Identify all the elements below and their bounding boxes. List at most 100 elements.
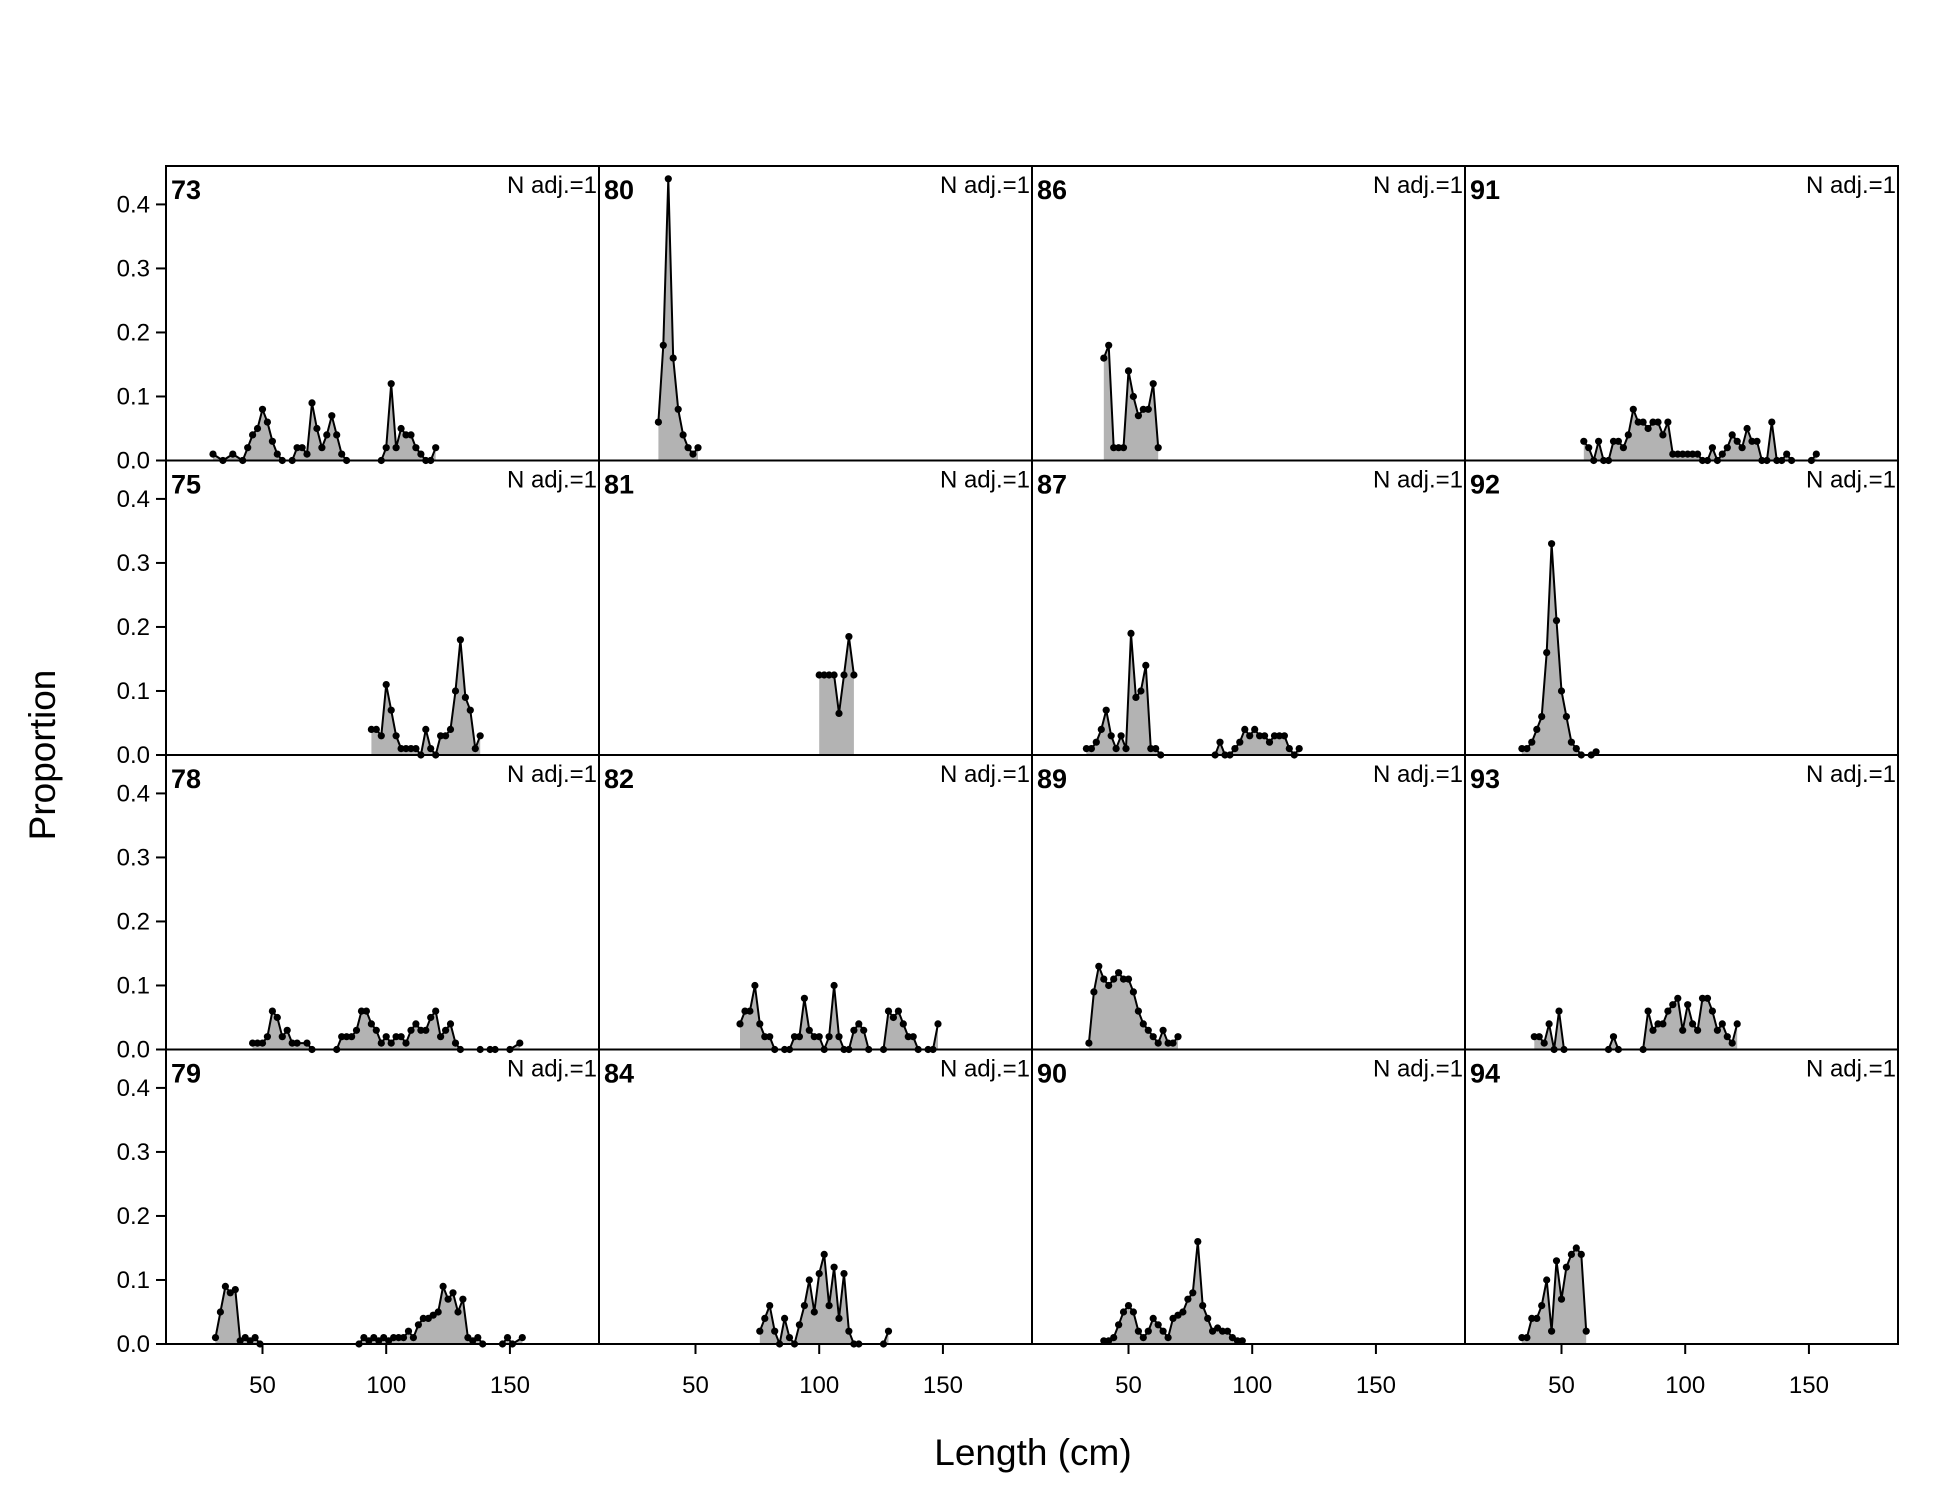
- y-tick-label-row1-2: 0.2: [117, 614, 150, 641]
- data-point-90-20: [1199, 1302, 1207, 1310]
- data-point-75-3: [382, 681, 390, 689]
- data-point-75-12: [427, 745, 435, 753]
- y-axis-title: Proportion: [22, 670, 63, 841]
- data-point-82-28: [889, 1013, 898, 1022]
- panel-label-78: 78: [171, 764, 201, 794]
- data-point-75-14: [437, 732, 445, 740]
- panel-label-87: 87: [1037, 470, 1067, 500]
- data-point-94-3: [1533, 1314, 1541, 1322]
- data-point-82-32: [909, 1033, 917, 1041]
- data-point-89-18: [1174, 1033, 1182, 1041]
- data-point-93-3: [1545, 1020, 1553, 1028]
- data-point-84-12: [815, 1270, 823, 1278]
- data-point-91-32: [1738, 444, 1746, 452]
- data-point-93-8: [1609, 1033, 1618, 1041]
- data-point-87-25: [1256, 732, 1264, 740]
- x-tick-label-col3-1: 100: [1665, 1372, 1705, 1399]
- data-point-73-7: [258, 405, 267, 413]
- panel-frame-93: [1464, 754, 1899, 1051]
- data-point-79-29: [449, 1289, 457, 1297]
- data-point-93-19: [1684, 1001, 1692, 1009]
- data-point-93-26: [1718, 1020, 1726, 1028]
- data-point-75-11: [422, 725, 430, 734]
- data-point-80-8: [694, 444, 702, 452]
- data-point-75-15: [442, 732, 450, 740]
- data-point-89-6: [1115, 969, 1123, 977]
- data-point-89-9: [1129, 988, 1137, 996]
- data-point-79-23: [419, 1314, 427, 1322]
- data-point-75-7: [402, 745, 410, 753]
- data-point-81-7: [850, 671, 858, 679]
- panel-note-90: N adj.=1: [1373, 1056, 1463, 1083]
- data-point-94-2: [1528, 1314, 1536, 1322]
- data-point-82-23: [855, 1020, 863, 1028]
- y-tick-label-row2-1: 0.1: [117, 972, 150, 999]
- data-point-89-5: [1110, 975, 1118, 983]
- panel-note-94: N adj.=1: [1806, 1056, 1896, 1083]
- data-point-91-0: [1580, 437, 1588, 445]
- data-point-89-11: [1139, 1020, 1147, 1028]
- data-point-80-3: [669, 354, 677, 362]
- data-point-91-17: [1664, 418, 1672, 426]
- panel-frame-73: [165, 165, 600, 462]
- data-point-87-22: [1241, 725, 1249, 734]
- data-point-93-25: [1713, 1026, 1721, 1034]
- data-point-78-32: [432, 1007, 440, 1015]
- data-point-84-0: [756, 1327, 764, 1335]
- data-point-73-8: [263, 418, 271, 426]
- panel-73: 73 N adj.=1: [165, 165, 600, 465]
- series-line-86: [1102, 344, 1160, 449]
- data-point-87-10: [1132, 693, 1140, 702]
- data-point-82-18: [830, 981, 838, 990]
- data-point-86-1: [1105, 341, 1113, 349]
- data-point-73-14: [298, 444, 306, 452]
- panel-92: 92 N adj.=1: [1464, 459, 1899, 759]
- data-point-87-7: [1117, 732, 1125, 740]
- data-point-91-12: [1639, 418, 1647, 426]
- y-tick-label-row1-3: 0.3: [117, 550, 150, 577]
- data-point-79-8: [251, 1334, 259, 1342]
- x-tick-label-col1-2: 150: [923, 1372, 963, 1399]
- data-point-84-15: [830, 1263, 838, 1271]
- panel-90: 90 N adj.=1: [1031, 1048, 1466, 1345]
- y-tick-label-row0-1: 0.1: [117, 383, 150, 410]
- area-fill-78: [252, 1011, 520, 1050]
- data-point-93-27: [1723, 1033, 1731, 1041]
- panel-frame-92: [1464, 459, 1899, 756]
- panel-label-73: 73: [171, 175, 201, 205]
- data-point-84-8: [795, 1321, 804, 1329]
- panel-note-75: N adj.=1: [507, 467, 597, 494]
- data-point-73-28: [397, 424, 405, 433]
- data-point-73-4: [244, 444, 252, 452]
- data-point-87-33: [1295, 745, 1303, 753]
- data-point-75-1: [372, 725, 380, 734]
- data-point-93-22: [1698, 994, 1707, 1002]
- data-point-89-1: [1090, 988, 1098, 996]
- data-point-89-4: [1105, 981, 1113, 990]
- data-point-73-27: [392, 444, 400, 452]
- data-point-93-24: [1708, 1007, 1716, 1015]
- x-tick-label-col0-1: 100: [366, 1372, 406, 1399]
- panel-label-80: 80: [604, 175, 634, 205]
- area-fill-92: [1521, 543, 1597, 755]
- y-tick-label-row3-2: 0.2: [117, 1203, 150, 1230]
- area-fill-86: [1103, 345, 1159, 461]
- data-point-94-11: [1572, 1244, 1580, 1252]
- y-tick-label-row0-2: 0.2: [117, 319, 150, 346]
- data-point-84-11: [810, 1308, 818, 1316]
- data-point-75-2: [377, 732, 385, 740]
- data-point-82-22: [850, 1026, 858, 1034]
- data-point-87-11: [1137, 687, 1145, 695]
- data-point-94-8: [1557, 1295, 1566, 1303]
- data-point-87-4: [1102, 706, 1110, 714]
- panel-note-87: N adj.=1: [1373, 467, 1463, 494]
- data-point-91-23: [1694, 450, 1702, 458]
- data-point-79-0: [211, 1334, 220, 1342]
- data-point-73-32: [417, 450, 425, 458]
- data-point-89-3: [1100, 975, 1108, 983]
- panel-frame-90: [1031, 1048, 1466, 1345]
- data-point-79-39: [518, 1334, 526, 1342]
- panel-label-91: 91: [1470, 175, 1500, 205]
- data-point-82-29: [894, 1007, 903, 1015]
